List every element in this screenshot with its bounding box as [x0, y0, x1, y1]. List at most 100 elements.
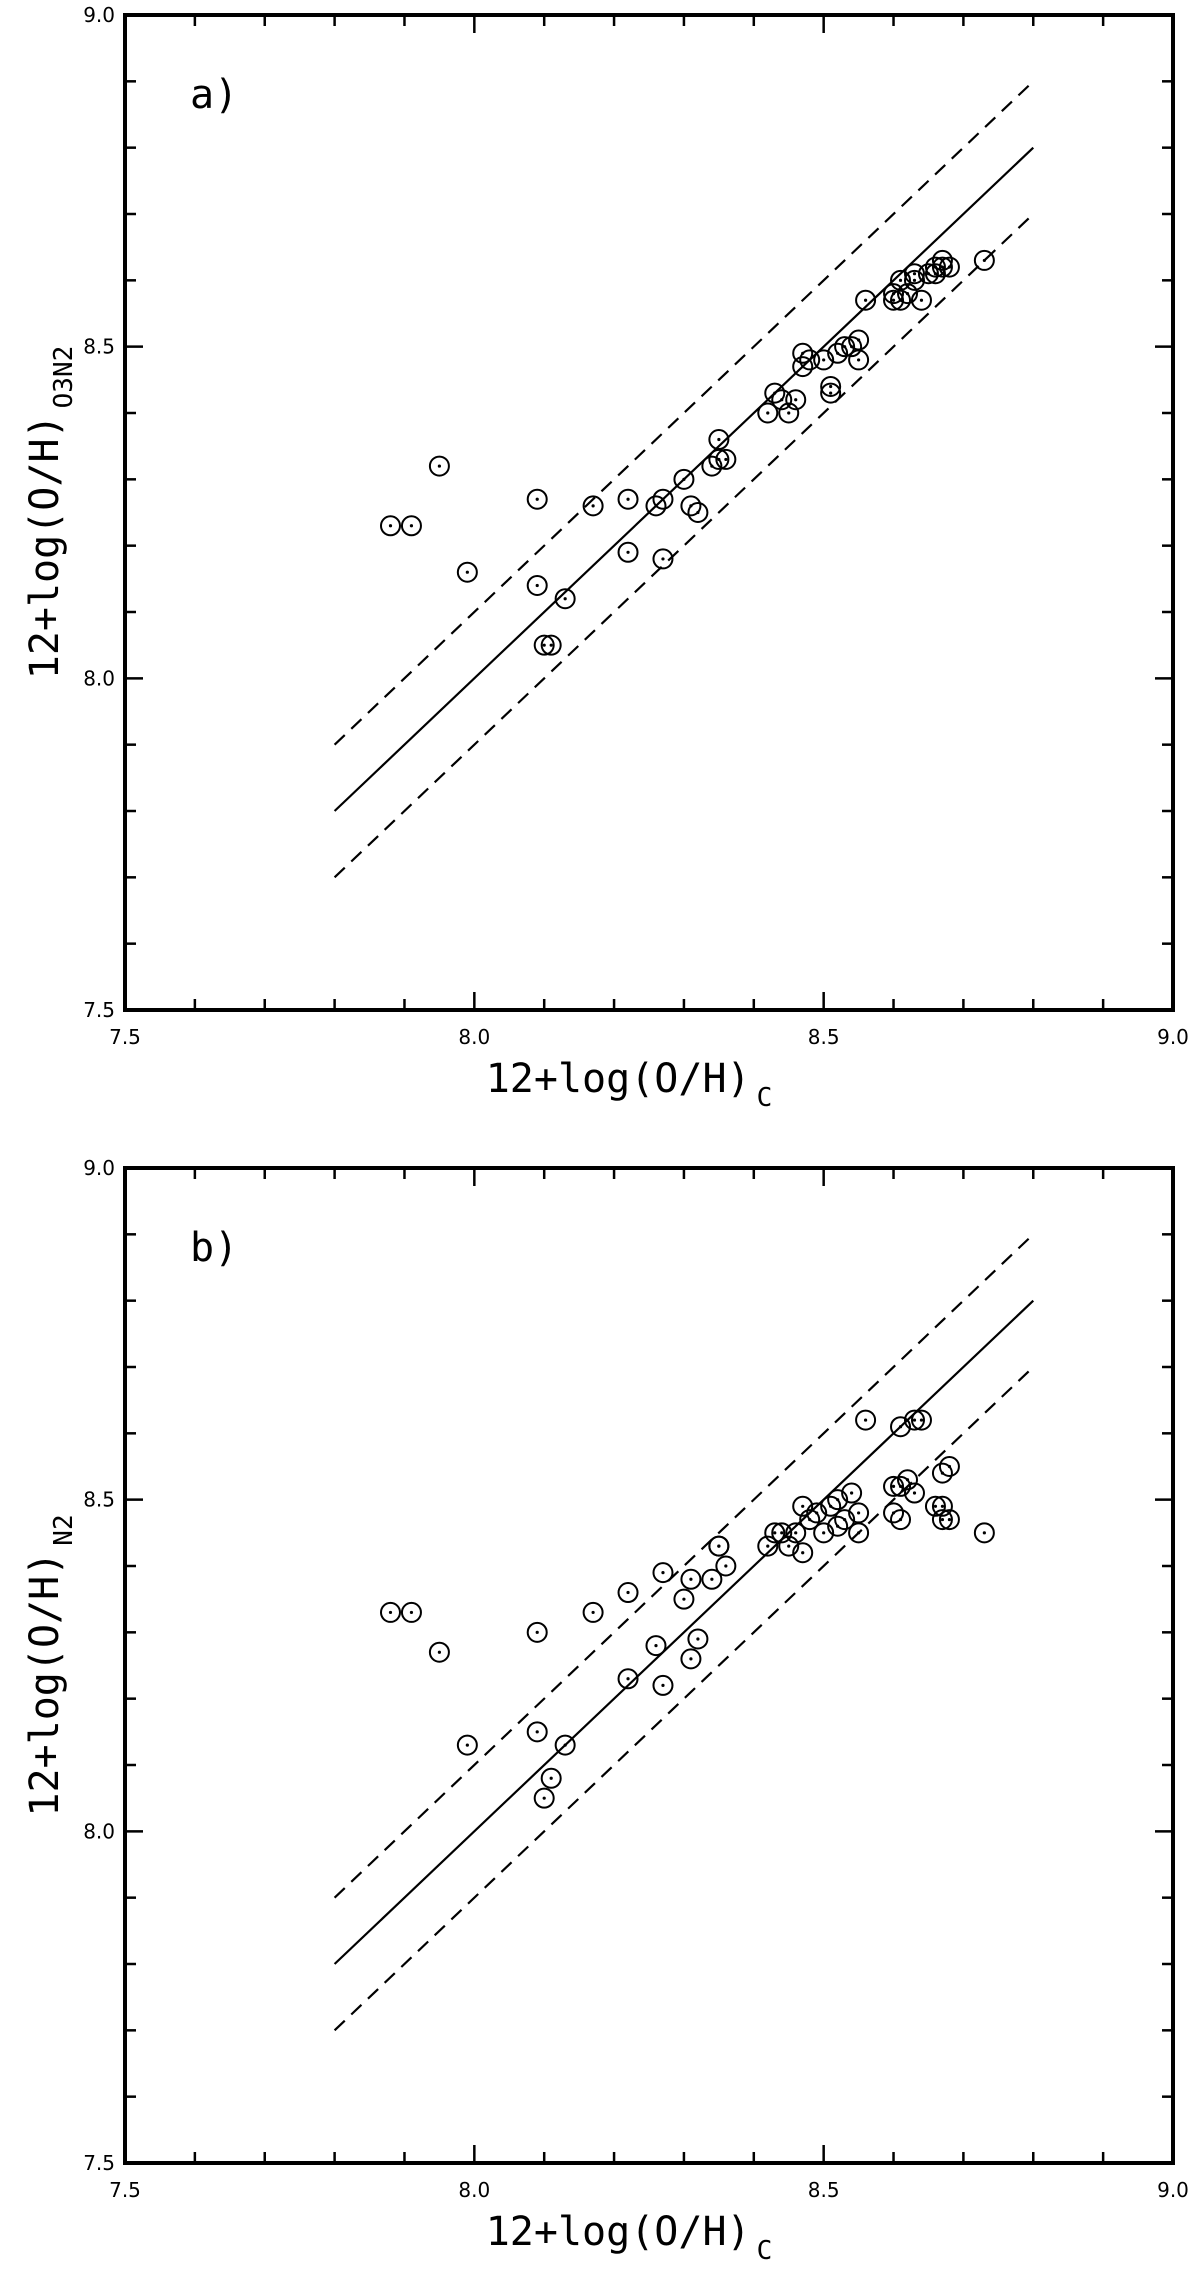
- data-point-ring: [883, 1475, 905, 1497]
- data-point: [533, 1787, 555, 1809]
- y-tick-label: 8.0: [83, 666, 115, 690]
- data-point-dot: [626, 550, 630, 554]
- data-point: [903, 1482, 925, 1504]
- data-point-ring: [428, 455, 450, 477]
- data-point: [456, 561, 478, 583]
- data-point: [792, 1495, 814, 1517]
- data-point-dot: [661, 557, 665, 561]
- data-point: [938, 256, 960, 278]
- data-point: [883, 289, 905, 311]
- data-point-ring: [938, 256, 960, 278]
- x-axis-title-subscript: C: [757, 2236, 773, 2266]
- data-point-ring: [903, 1482, 925, 1504]
- chart-panel-b: 7.5 8.0 8.5 9.07.58.08.59.0b)12+log(O/H) C12…: [22, 1156, 1189, 2266]
- data-point-ring: [456, 1734, 478, 1756]
- data-point-ring: [806, 1502, 828, 1524]
- data-point: [931, 256, 953, 278]
- data-point-ring: [799, 1509, 821, 1531]
- data-point-ring: [924, 263, 946, 285]
- data-point-ring: [687, 1628, 709, 1650]
- data-point: [400, 515, 422, 537]
- data-point-dot: [563, 1743, 567, 1747]
- data-point: [757, 402, 779, 424]
- data-point-dot: [535, 583, 539, 588]
- data-point-ring: [883, 289, 905, 311]
- data-point-dot: [801, 1551, 805, 1555]
- data-point-ring: [890, 1509, 912, 1531]
- data-point-ring: [764, 1522, 786, 1544]
- data-point: [617, 1582, 639, 1604]
- data-point-ring: [617, 1668, 639, 1690]
- data-point: [379, 1601, 401, 1623]
- data-point-ring: [708, 448, 730, 470]
- data-point: [792, 1542, 814, 1564]
- data-point-ring: [834, 336, 856, 358]
- data-point-ring: [890, 1416, 912, 1438]
- data-point-dot: [682, 477, 686, 481]
- data-point: [848, 349, 870, 371]
- data-point-ring: [701, 455, 723, 477]
- data-point-dot: [822, 1531, 826, 1535]
- data-point: [771, 389, 793, 411]
- y-tick-label: 8.0: [83, 1819, 115, 1843]
- data-point: [652, 1562, 674, 1584]
- data-point-dot: [940, 265, 945, 269]
- data-point: [673, 468, 695, 490]
- data-point-ring: [931, 249, 953, 271]
- data-point: [903, 269, 925, 291]
- data-point: [890, 1509, 912, 1531]
- data-point-dot: [717, 1544, 721, 1548]
- data-point: [771, 1522, 793, 1544]
- data-point: [827, 1489, 849, 1511]
- data-point-dot: [710, 1577, 714, 1581]
- x-tick-label: 8.5: [808, 1025, 840, 1049]
- data-point: [554, 1734, 576, 1756]
- data-point-dot: [947, 265, 952, 269]
- data-point-ring: [834, 1509, 856, 1531]
- data-point: [973, 249, 995, 271]
- data-point: [820, 382, 842, 404]
- panel-label: b): [190, 1225, 238, 1271]
- data-point: [820, 375, 842, 397]
- data-point-dot: [891, 1484, 896, 1488]
- data-point-dot: [947, 1464, 952, 1469]
- data-point-ring: [645, 495, 667, 517]
- data-point: [428, 455, 450, 477]
- data-point: [701, 1568, 723, 1590]
- data-point-dot: [724, 457, 728, 462]
- data-point-dot: [829, 391, 833, 395]
- data-point-dot: [905, 1478, 910, 1482]
- data-point-dot: [535, 1630, 539, 1634]
- data-point-dot: [982, 1531, 986, 1535]
- x-axis-title-subscript: C: [757, 1083, 773, 1113]
- data-point-dot: [794, 398, 798, 402]
- data-point-ring: [680, 1568, 702, 1590]
- data-point-ring: [855, 289, 877, 311]
- data-point-ring: [924, 1495, 946, 1517]
- data-point-dot: [535, 497, 539, 501]
- data-point-dot: [780, 398, 784, 402]
- data-point-ring: [938, 1509, 960, 1531]
- data-point-ring: [652, 548, 674, 570]
- data-point: [903, 263, 925, 285]
- data-point-dot: [947, 1517, 952, 1522]
- data-point: [708, 448, 730, 470]
- data-point-dot: [863, 298, 868, 302]
- data-point: [428, 1641, 450, 1663]
- data-point-dot: [717, 437, 721, 442]
- data-point-ring: [813, 1522, 835, 1544]
- data-point: [938, 1509, 960, 1531]
- x-tick-label: 7.5: [109, 1025, 141, 1049]
- data-point-dot: [912, 272, 917, 276]
- x-tick-label: 8.0: [458, 1025, 490, 1049]
- data-point: [673, 1588, 695, 1610]
- data-point: [554, 588, 576, 610]
- data-point-dot: [563, 597, 567, 601]
- data-point: [582, 495, 604, 517]
- data-point-dot: [822, 358, 826, 362]
- data-point: [757, 1535, 779, 1557]
- data-point-dot: [388, 1610, 393, 1615]
- data-point: [778, 402, 800, 424]
- data-point-dot: [801, 1504, 805, 1508]
- data-point-dot: [388, 524, 393, 528]
